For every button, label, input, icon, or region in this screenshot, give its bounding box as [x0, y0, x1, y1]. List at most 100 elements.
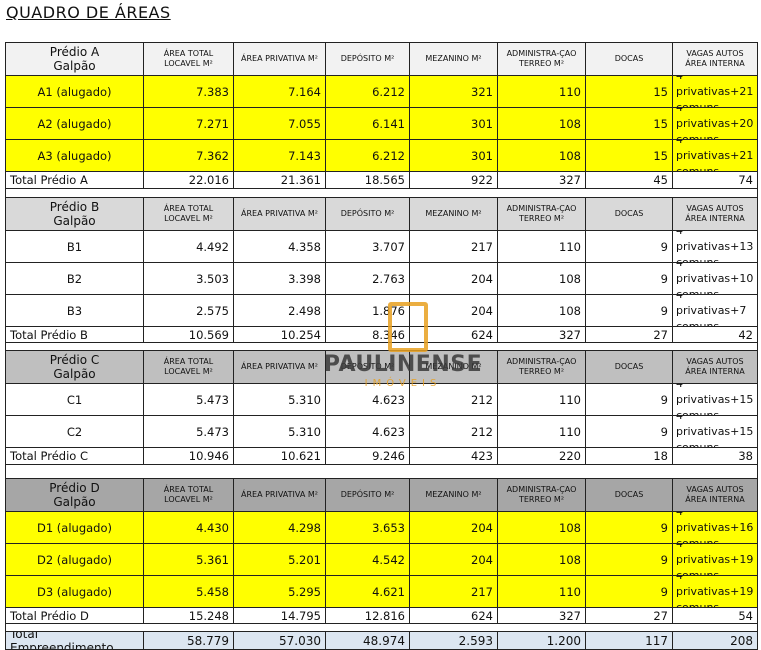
section-label-line: Galpão [53, 495, 96, 509]
section-label-line: Prédio B [49, 200, 100, 214]
cell-value: 5.295 [233, 575, 326, 608]
cell-value: 204 [409, 543, 498, 576]
cell-value: 108 [497, 543, 586, 576]
cell-value: 4.298 [233, 511, 326, 544]
cell-value: 110 [497, 75, 586, 108]
section-label: Prédio D Galpão [5, 478, 144, 512]
total-label: Total Prédio A [5, 171, 144, 189]
cell-value: 7.271 [143, 107, 234, 140]
cell-value: 4 privativas+21 comuns [672, 75, 758, 108]
total-value: 220 [497, 447, 586, 465]
column-header: ÁREA TOTAL LOCAVEL M² [143, 350, 234, 384]
cell-value: 9 [585, 294, 673, 327]
cell-value: 217 [409, 575, 498, 608]
column-header: ADMINISTRA-ÇAO TERREO M² [497, 478, 586, 512]
cell-value: 2.575 [143, 294, 234, 327]
total-value: 18.565 [325, 171, 410, 189]
cell-value: 321 [409, 75, 498, 108]
cell-value: 204 [409, 262, 498, 295]
cell-value: 108 [497, 294, 586, 327]
cell-value: 4 privativas+21 comuns [672, 139, 758, 172]
row-label: D2 (alugado) [5, 543, 144, 576]
row-label: A2 (alugado) [5, 107, 144, 140]
cell-value: 4.492 [143, 230, 234, 263]
row-label: B2 [5, 262, 144, 295]
total-value: 8.346 [325, 326, 410, 343]
cell-value: 7.362 [143, 139, 234, 172]
column-header: VAGAS AUTOS ÁREA INTERNA [672, 350, 758, 384]
cell-value: 108 [497, 511, 586, 544]
column-header: MEZANINO M² [409, 42, 498, 76]
column-header: ADMINISTRA-ÇAO TERREO M² [497, 197, 586, 231]
cell-value: 1.876 [325, 294, 410, 327]
cell-value: 4.621 [325, 575, 410, 608]
cell-value: 4.358 [233, 230, 326, 263]
column-header: ÁREA PRIVATIVA M² [233, 197, 326, 231]
cell-value: 4 privativas+15 comuns [672, 383, 758, 416]
total-value: 18 [585, 447, 673, 465]
column-header: DEPÓSITO M² [325, 197, 410, 231]
total-value: 922 [409, 171, 498, 189]
section-label: Prédio A Galpão [5, 42, 144, 76]
row-label: D3 (alugado) [5, 575, 144, 608]
total-label: Total Prédio B [5, 326, 144, 343]
column-header: ÁREA PRIVATIVA M² [233, 42, 326, 76]
cell-value: 4.430 [143, 511, 234, 544]
cell-value: 204 [409, 294, 498, 327]
total-value: 22.016 [143, 171, 234, 189]
section-label-line: Prédio D [49, 481, 100, 495]
cell-value: 7.143 [233, 139, 326, 172]
section-label-line: Galpão [53, 367, 96, 381]
cell-value: 9 [585, 511, 673, 544]
column-header: DOCAS [585, 42, 673, 76]
cell-value: 15 [585, 75, 673, 108]
total-label: Total Prédio D [5, 607, 144, 624]
cell-value: 5.310 [233, 383, 326, 416]
cell-value: 9 [585, 230, 673, 263]
column-header: ÁREA TOTAL LOCAVEL M² [143, 197, 234, 231]
cell-value: 15 [585, 139, 673, 172]
cell-value: 110 [497, 575, 586, 608]
cell-value: 212 [409, 383, 498, 416]
page-title: QUADRO DE ÁREAS [6, 3, 171, 22]
column-header: ÁREA TOTAL LOCAVEL M² [143, 42, 234, 76]
total-value: 327 [497, 326, 586, 343]
cell-value: 108 [497, 139, 586, 172]
total-value: 38 [672, 447, 758, 465]
total-value: 327 [497, 607, 586, 624]
cell-value: 3.707 [325, 230, 410, 263]
column-header: DEPÓSITO M² [325, 478, 410, 512]
cell-value: 5.458 [143, 575, 234, 608]
cell-value: 7.055 [233, 107, 326, 140]
cell-value: 4 privativas+7 comuns [672, 294, 758, 327]
total-value: 327 [497, 171, 586, 189]
total-value: 10.254 [233, 326, 326, 343]
cell-value: 110 [497, 383, 586, 416]
grand-total-value: 1.200 [497, 631, 586, 650]
section-label: Prédio B Galpão [5, 197, 144, 231]
cell-value: 108 [497, 107, 586, 140]
cell-value: 6.141 [325, 107, 410, 140]
total-value: 10.946 [143, 447, 234, 465]
total-value: 21.361 [233, 171, 326, 189]
cell-value: 217 [409, 230, 498, 263]
cell-value: 5.361 [143, 543, 234, 576]
cell-value: 9 [585, 383, 673, 416]
cell-value: 6.212 [325, 75, 410, 108]
column-header: MEZANINO M² [409, 350, 498, 384]
cell-value: 4 privativas+19 comuns [672, 575, 758, 608]
cell-value: 7.164 [233, 75, 326, 108]
total-value: 423 [409, 447, 498, 465]
cell-value: 108 [497, 262, 586, 295]
row-label: C1 [5, 383, 144, 416]
row-label: C2 [5, 415, 144, 448]
column-header: ADMINISTRA-ÇAO TERREO M² [497, 42, 586, 76]
section-label-line: Prédio A [49, 45, 100, 59]
row-label: A1 (alugado) [5, 75, 144, 108]
grand-total-value: 117 [585, 631, 673, 650]
row-label: B3 [5, 294, 144, 327]
row-label: B1 [5, 230, 144, 263]
cell-value: 3.653 [325, 511, 410, 544]
column-header: ADMINISTRA-ÇAO TERREO M² [497, 350, 586, 384]
